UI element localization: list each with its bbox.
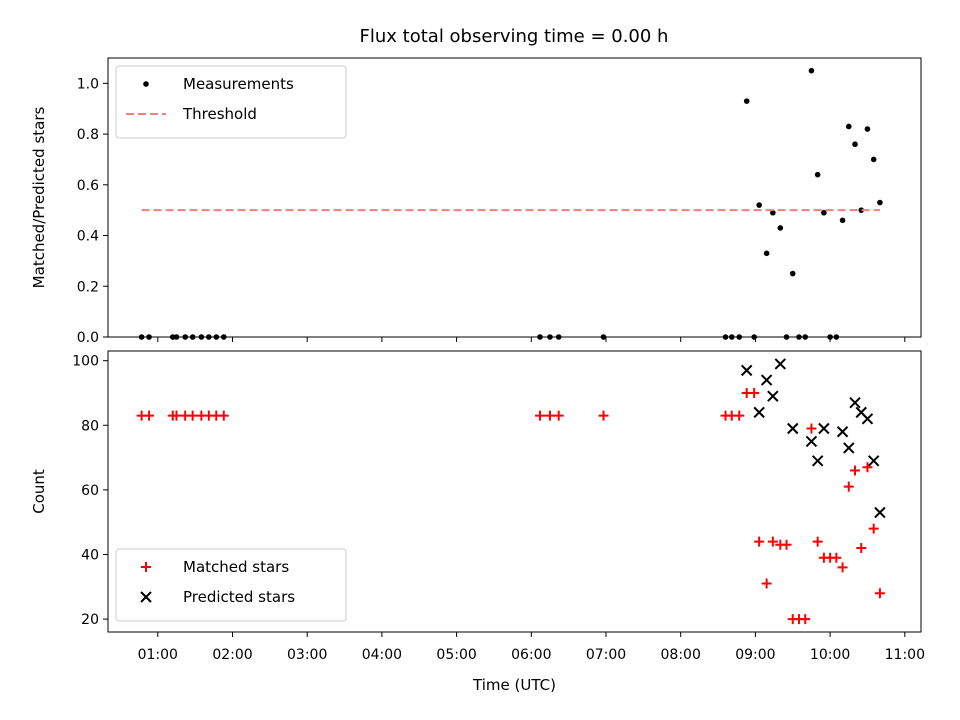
predicted-stars-point: [818, 422, 830, 435]
top-y-tick-label: 0.8: [77, 127, 99, 143]
predicted-stars-point: [805, 435, 818, 448]
predicted-stars-point: [843, 442, 855, 454]
measurements-point: [789, 270, 796, 277]
bottom-y-tick-label: 80: [81, 418, 99, 434]
measurements-point: [870, 156, 877, 163]
measurements-point: [763, 250, 770, 257]
matched-stars-point: [544, 410, 555, 421]
matched-stars-point: [837, 562, 848, 573]
matched-stars-point: [800, 614, 811, 625]
measurements-point: [814, 171, 821, 178]
x-tick-label: 08:00: [661, 647, 701, 663]
measurements-point: [852, 141, 858, 148]
matched-stars-point: [761, 578, 772, 589]
x-tick-label: 07:00: [586, 647, 626, 663]
top-y-tick-label: 0.6: [77, 178, 99, 194]
predicted-stars-point: [811, 455, 824, 467]
measurements-point: [808, 67, 815, 74]
predicted-stars-point: [767, 390, 779, 402]
predicted-stars-point: [874, 506, 886, 519]
matched-stars-point: [218, 410, 229, 421]
predicted-stars-legend-label: Predicted stars: [183, 588, 295, 606]
chart-title: Flux total observing time = 0.00 h: [360, 26, 669, 47]
matched-stars-point: [862, 462, 873, 473]
measurements-point: [839, 217, 846, 224]
measurements-point: [864, 126, 871, 132]
top-y-tick-label: 1.0: [77, 76, 99, 92]
top-axes-frame: [107, 57, 922, 338]
measurements-point: [770, 209, 776, 216]
x-tick-label: 01:00: [138, 647, 178, 663]
predicted-stars-point: [787, 422, 799, 435]
matched-stars-point: [535, 410, 546, 421]
bottom-panel: 20 40 60 80 100 01:00 02:00 03:00 04:00 05:00 06:0…: [30, 350, 925, 694]
bottom-y-tick-label: 60: [81, 483, 99, 499]
matched-stars-point: [749, 387, 760, 398]
x-axis-label: Time (UTC): [472, 676, 556, 694]
predicted-stars-point: [774, 358, 787, 370]
predicted-stars-point: [867, 455, 880, 467]
x-tick-label: 02:00: [212, 647, 252, 663]
x-tick-label: 05:00: [436, 647, 476, 663]
measurements-point: [756, 202, 762, 208]
matched-stars-point: [843, 481, 854, 492]
matched-stars-point: [856, 543, 867, 554]
x-tick-label: 09:00: [735, 647, 775, 663]
top-panel: 0.0 0.2 0.4 0.6 0.8 1.0 Matched/Predicted star…: [30, 57, 922, 346]
top-y-tick-label: 0.2: [77, 279, 99, 295]
matched-stars-point: [598, 410, 609, 421]
predicted-stars-legend-marker: [140, 591, 152, 603]
measurements-point: [777, 225, 784, 231]
bottom-y-tick-label: 100: [72, 354, 99, 370]
measurements-point: [845, 123, 852, 130]
matched-stars-legend-label: Matched stars: [183, 558, 289, 576]
top-legend: [115, 65, 347, 139]
measurements-legend-label: Measurements: [183, 75, 294, 93]
bottom-legend: [115, 548, 347, 622]
matched-stars-point: [171, 410, 182, 421]
measurements-point: [858, 207, 865, 213]
matched-stars-point: [868, 523, 879, 534]
predicted-stars-point: [753, 406, 765, 419]
top-y-axis-label: Matched/Predicted stars: [30, 107, 48, 289]
matched-stars-point: [850, 465, 861, 476]
predicted-stars-point: [861, 413, 874, 425]
matched-stars-legend-marker: [141, 562, 151, 572]
measurements-point: [877, 199, 883, 206]
matched-stars-point: [187, 410, 198, 421]
bottom-axes-frame: [107, 350, 922, 633]
matched-stars-point: [767, 536, 778, 547]
top-y-tick-label: 0.0: [77, 330, 99, 346]
top-y-tick-label: 0.4: [77, 229, 99, 245]
predicted-stars-point: [836, 426, 849, 438]
x-tick-label: 11:00: [885, 647, 925, 663]
x-tick-label: 10:00: [810, 647, 850, 663]
measurements-point: [821, 209, 827, 216]
matched-stars-point: [553, 410, 564, 421]
bottom-y-axis-label: Count: [30, 469, 48, 514]
x-tick-label: 06:00: [511, 647, 551, 663]
matched-stars-point: [754, 536, 765, 547]
matched-stars-point: [874, 588, 885, 599]
measurements-point: [743, 98, 750, 104]
matched-stars-point: [806, 423, 817, 434]
predicted-stars-point: [740, 364, 753, 377]
matched-stars-point: [734, 410, 745, 421]
matched-stars-point: [781, 539, 792, 550]
threshold-legend-label: Threshold: [182, 105, 257, 123]
x-tick-label: 04:00: [362, 647, 402, 663]
bottom-y-tick-label: 40: [81, 547, 99, 563]
matched-stars-point: [812, 536, 823, 547]
predicted-stars-point: [760, 374, 773, 386]
bottom-y-tick-label: 20: [81, 612, 99, 628]
measurements-legend-marker: [143, 81, 149, 87]
predicted-stars-point: [849, 396, 861, 409]
matched-stars-point: [144, 410, 155, 421]
x-tick-label: 03:00: [287, 647, 327, 663]
matched-stars-point: [831, 552, 842, 563]
